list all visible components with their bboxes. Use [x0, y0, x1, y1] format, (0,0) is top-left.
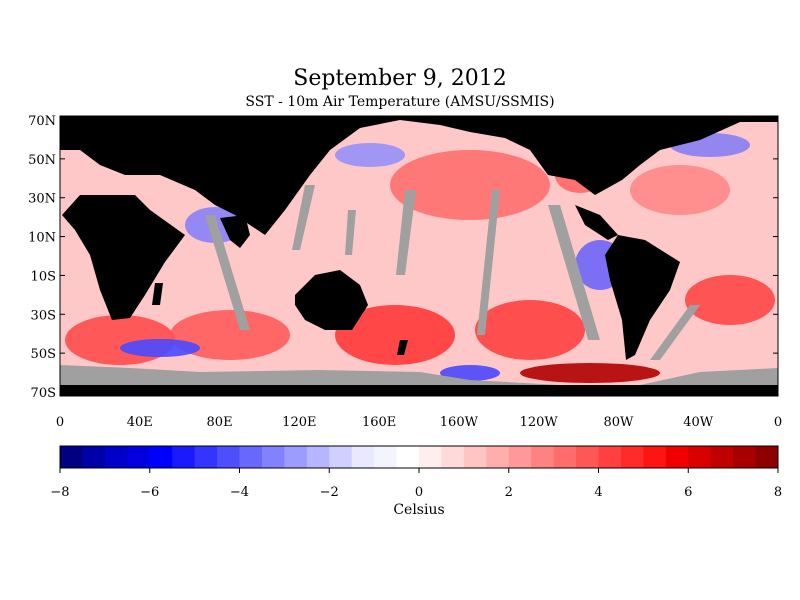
- colorbar-unit-label: Celsius: [393, 502, 444, 518]
- lon-tick-label: 40W: [683, 415, 714, 430]
- colorbar-tick-label: 4: [594, 485, 602, 500]
- lat-tick-label: 50S: [31, 347, 56, 362]
- colorbar-swatch: [620, 446, 644, 468]
- colorbar-swatch: [261, 446, 285, 468]
- lat-tick-label: 10N: [28, 231, 56, 246]
- lon-tick-label: 160E: [362, 415, 396, 430]
- land-africa: [62, 195, 185, 320]
- colorbar-tick-label: −6: [140, 485, 159, 500]
- no-data-swath-pacific-3: [477, 190, 500, 335]
- no-data-swath-west-pacific: [292, 185, 315, 250]
- warm-region-south-atlantic: [685, 275, 775, 325]
- colorbar-swatch: [329, 446, 353, 468]
- colorbar-swatch: [665, 446, 689, 468]
- warm-region-north-pacific: [390, 150, 550, 220]
- lat-tick-label: 30S: [31, 308, 56, 323]
- warm-region-north-atlantic: [630, 165, 730, 215]
- colorbar-swatch: [396, 446, 420, 468]
- colorbar-swatch: [419, 446, 442, 468]
- land-madagascar: [152, 283, 163, 305]
- warm-region-south-pacific: [475, 300, 585, 360]
- colorbar-tick-label: −4: [230, 485, 249, 500]
- map-title: September 9, 2012: [293, 66, 507, 91]
- colorbar-swatch: [598, 446, 622, 468]
- map-subtitle: SST - 10m Air Temperature (AMSU/SSMIS): [245, 94, 555, 110]
- lon-tick-label: 80W: [603, 415, 634, 430]
- colorbar-swatch: [733, 446, 757, 468]
- colorbar: −8 −6 −4 −2 0 2 4 6 8: [50, 445, 782, 500]
- lat-tick-label: 10S: [31, 269, 56, 284]
- colorbar-swatch: [172, 446, 196, 468]
- land-north-hemisphere: [60, 116, 778, 235]
- colorbar-swatch: [553, 446, 577, 468]
- longitude-axis: 0 40E 80E 120E 160E 160W 120W 80W 40W 0: [56, 390, 782, 430]
- colorbar-swatch: [463, 446, 487, 468]
- colorbar-swatch: [374, 446, 398, 468]
- no-data-swath-east-pacific: [548, 205, 600, 340]
- land-new-zealand: [397, 340, 408, 355]
- land-antarctica: [60, 385, 778, 396]
- colorbar-swatch: [239, 446, 263, 468]
- lon-tick-label: 40E: [127, 415, 153, 430]
- colorbar-swatch: [643, 446, 667, 468]
- colorbar-tick-label: −2: [320, 485, 339, 500]
- colorbar-swatch: [194, 446, 218, 468]
- latitude-axis: 70N 50N 30N 10N 10S 30S 50S 70S: [28, 114, 778, 401]
- colorbar-swatch: [710, 446, 734, 468]
- colorbar-swatch: [351, 446, 375, 468]
- cool-region-southern-pacific: [440, 365, 500, 381]
- cool-region-south-indian: [120, 339, 200, 357]
- no-data-swath-pacific-2: [396, 190, 416, 275]
- lat-tick-label: 50N: [28, 153, 56, 168]
- colorbar-swatch: [217, 446, 240, 468]
- colorbar-swatch: [284, 446, 308, 468]
- warm-region-south-indian: [170, 310, 290, 360]
- warm-region-southern-ocean: [520, 363, 660, 383]
- lat-tick-label: 70S: [31, 386, 56, 401]
- lon-tick-label: 80E: [207, 415, 233, 430]
- colorbar-swatch: [149, 446, 173, 468]
- cool-region-northwest-pacific: [335, 143, 405, 167]
- colorbar-swatch: [104, 446, 128, 468]
- no-data-swath-indian: [205, 215, 250, 330]
- lon-tick-label: 120E: [282, 415, 316, 430]
- no-data-swath-pacific-1: [345, 210, 356, 255]
- colorbar-swatch: [127, 446, 151, 468]
- lon-tick-label: 160W: [440, 415, 479, 430]
- colorbar-swatch: [60, 446, 83, 468]
- colorbar-tick-label: 8: [774, 485, 782, 500]
- land-central-america: [575, 205, 618, 240]
- lon-tick-label: 0: [56, 415, 64, 430]
- colorbar-swatch: [486, 446, 510, 468]
- colorbar-swatch: [441, 446, 465, 468]
- map-plot-area: [60, 116, 778, 396]
- lat-tick-label: 70N: [28, 114, 56, 129]
- colorbar-tick-label: 6: [684, 485, 692, 500]
- no-data-swath-atlantic: [650, 305, 700, 360]
- colorbar-tick-label: −8: [50, 485, 69, 500]
- land-australia: [295, 270, 368, 330]
- colorbar-swatch: [82, 446, 106, 468]
- colorbar-swatch: [688, 446, 712, 468]
- colorbar-swatch: [306, 446, 330, 468]
- lon-tick-label: 120W: [520, 415, 559, 430]
- land-india: [220, 215, 250, 248]
- colorbar-tick-label: 0: [415, 485, 423, 500]
- lat-tick-label: 30N: [28, 192, 56, 207]
- warm-region-tasman: [335, 305, 455, 365]
- colorbar-tick-label: 2: [505, 485, 513, 500]
- colorbar-swatch: [755, 446, 779, 468]
- land-south-america: [605, 235, 680, 360]
- lon-tick-label: 0: [774, 415, 782, 430]
- colorbar-swatch: [508, 446, 532, 468]
- colorbar-swatch: [531, 446, 555, 468]
- colorbar-swatch: [576, 446, 599, 468]
